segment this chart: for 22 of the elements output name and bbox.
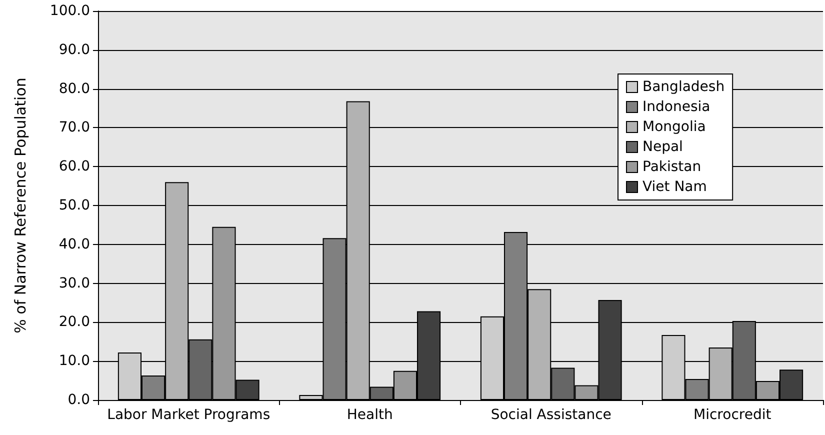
y-tick-label: 50.0 (58, 198, 90, 214)
x-tick-label: Health (346, 407, 393, 423)
y-axis-title: % of Narrow Reference Population (12, 78, 30, 334)
y-tick-label: 10.0 (58, 353, 90, 370)
y-tick-label: 70.0 (58, 120, 90, 136)
x-tick-label: Social Assistance (490, 407, 612, 423)
y-tick-label: 90.0 (58, 42, 90, 58)
legend-label: Nepal (642, 139, 683, 155)
y-tick-label: 0.0 (68, 392, 90, 408)
y-tick-label: 40.0 (58, 236, 90, 252)
y-tick-label: 30.0 (58, 275, 90, 292)
legend-label: Mongolia (642, 119, 706, 135)
legend-label: Pakistan (642, 159, 702, 175)
y-tick-label: 20.0 (58, 314, 90, 330)
y-tick-label: 100.0 (50, 3, 90, 19)
legend-label: Viet Nam (642, 179, 707, 195)
x-tick-label: Microcredit (694, 407, 772, 423)
legend-label: Bangladesh (642, 79, 725, 95)
legend-label: Indonesia (642, 99, 710, 115)
y-tick-label: 80.0 (58, 80, 90, 97)
y-tick-label: 60.0 (58, 158, 90, 175)
x-tick-label: Labor Market Programs (107, 407, 270, 423)
